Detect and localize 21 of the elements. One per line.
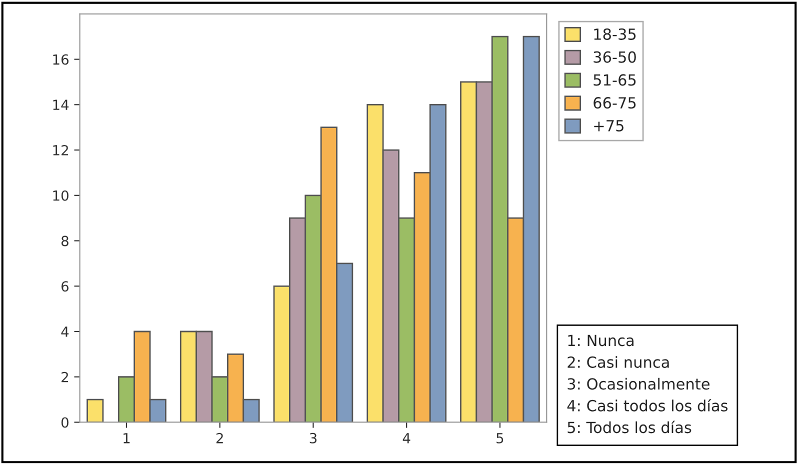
y-tick-label: 4	[61, 326, 69, 337]
y-tick-label: 12	[53, 144, 68, 156]
y-tick-label: 14	[53, 100, 69, 110]
x-tick-label: 1	[124, 433, 130, 444]
x-tick-label: 5	[496, 433, 504, 444]
legend-label: 51-65	[594, 74, 636, 86]
legend-label: 36-50	[594, 51, 636, 63]
y-tick-label: 10	[53, 190, 68, 201]
x-tick-label: 4	[402, 433, 410, 444]
legend-label: 66-75	[594, 97, 636, 109]
legend-label: 18-35	[594, 28, 636, 40]
x-tick-label: 3	[310, 432, 317, 444]
y-tick-label: 16	[53, 54, 69, 65]
x-tick-label: 2	[216, 432, 223, 444]
y-tick-label: 6	[62, 281, 69, 292]
y-tick-label: 8	[61, 236, 68, 246]
y-tick-label: 2	[62, 372, 68, 382]
y-tick-label: 0	[61, 417, 68, 428]
bar	[86, 398, 104, 422]
text: 1: Nunca 2: Casi nunca 3: Ocasionalmente 4: Casi todos los días 5: Todos los días	[567, 334, 728, 434]
legend-label: +75	[594, 120, 624, 132]
